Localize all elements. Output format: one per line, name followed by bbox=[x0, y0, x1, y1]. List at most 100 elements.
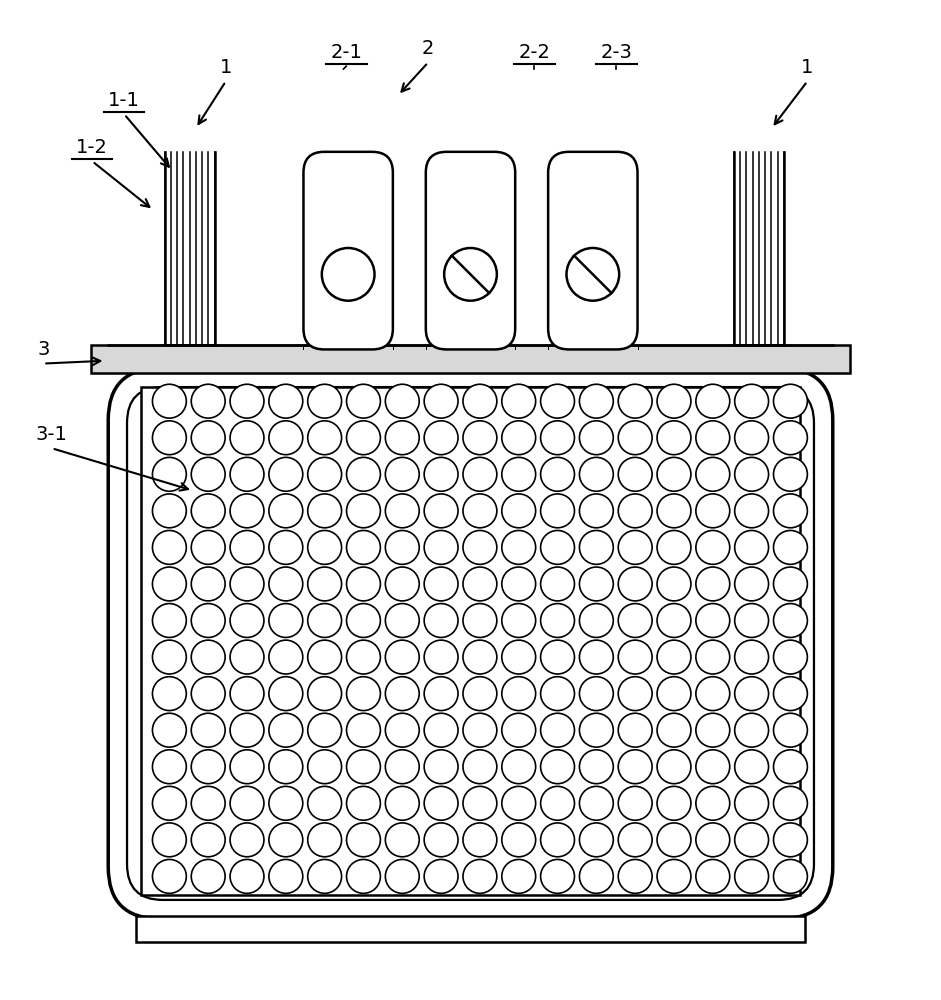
Circle shape bbox=[735, 640, 769, 674]
Circle shape bbox=[657, 604, 691, 637]
Text: 2-3: 2-3 bbox=[600, 43, 632, 62]
Circle shape bbox=[695, 713, 729, 747]
Circle shape bbox=[540, 677, 574, 711]
Circle shape bbox=[424, 604, 458, 637]
Circle shape bbox=[657, 786, 691, 820]
Circle shape bbox=[657, 530, 691, 564]
Circle shape bbox=[152, 859, 186, 893]
Circle shape bbox=[695, 823, 729, 857]
Circle shape bbox=[502, 567, 535, 601]
Circle shape bbox=[580, 640, 614, 674]
Circle shape bbox=[502, 713, 535, 747]
Circle shape bbox=[463, 750, 497, 784]
Circle shape bbox=[191, 457, 225, 491]
Circle shape bbox=[386, 713, 419, 747]
Circle shape bbox=[657, 750, 691, 784]
Circle shape bbox=[540, 421, 574, 455]
Text: 2: 2 bbox=[422, 39, 435, 58]
Circle shape bbox=[308, 713, 342, 747]
Circle shape bbox=[230, 384, 263, 418]
Circle shape bbox=[695, 384, 729, 418]
Circle shape bbox=[502, 786, 535, 820]
Circle shape bbox=[618, 494, 652, 528]
Circle shape bbox=[152, 494, 186, 528]
Circle shape bbox=[774, 713, 807, 747]
FancyBboxPatch shape bbox=[425, 152, 516, 349]
Circle shape bbox=[322, 248, 375, 301]
Circle shape bbox=[540, 384, 574, 418]
Circle shape bbox=[540, 494, 574, 528]
Text: 1: 1 bbox=[801, 58, 814, 77]
FancyBboxPatch shape bbox=[108, 368, 833, 919]
Circle shape bbox=[152, 384, 186, 418]
Circle shape bbox=[191, 530, 225, 564]
Circle shape bbox=[463, 677, 497, 711]
Circle shape bbox=[463, 384, 497, 418]
Circle shape bbox=[735, 567, 769, 601]
Circle shape bbox=[618, 677, 652, 711]
Circle shape bbox=[580, 457, 614, 491]
Circle shape bbox=[346, 567, 380, 601]
Circle shape bbox=[540, 457, 574, 491]
Circle shape bbox=[346, 457, 380, 491]
Circle shape bbox=[657, 421, 691, 455]
Circle shape bbox=[346, 750, 380, 784]
Text: 3: 3 bbox=[37, 340, 50, 359]
Circle shape bbox=[463, 859, 497, 893]
Circle shape bbox=[735, 494, 769, 528]
Circle shape bbox=[502, 604, 535, 637]
Circle shape bbox=[346, 786, 380, 820]
Circle shape bbox=[308, 457, 342, 491]
Circle shape bbox=[735, 786, 769, 820]
Circle shape bbox=[230, 786, 263, 820]
Circle shape bbox=[774, 421, 807, 455]
Circle shape bbox=[695, 859, 729, 893]
Circle shape bbox=[657, 457, 691, 491]
Circle shape bbox=[346, 604, 380, 637]
Circle shape bbox=[386, 384, 419, 418]
Circle shape bbox=[540, 530, 574, 564]
Circle shape bbox=[191, 494, 225, 528]
Circle shape bbox=[191, 421, 225, 455]
Circle shape bbox=[502, 640, 535, 674]
Circle shape bbox=[308, 640, 342, 674]
Circle shape bbox=[152, 713, 186, 747]
Circle shape bbox=[580, 713, 614, 747]
Circle shape bbox=[657, 567, 691, 601]
Circle shape bbox=[269, 713, 303, 747]
Circle shape bbox=[580, 859, 614, 893]
Circle shape bbox=[463, 421, 497, 455]
Circle shape bbox=[735, 421, 769, 455]
Text: 1: 1 bbox=[219, 58, 232, 77]
Circle shape bbox=[774, 530, 807, 564]
Text: 3-1: 3-1 bbox=[36, 425, 68, 444]
Circle shape bbox=[618, 530, 652, 564]
Circle shape bbox=[269, 604, 303, 637]
Circle shape bbox=[386, 457, 419, 491]
Circle shape bbox=[735, 677, 769, 711]
Circle shape bbox=[618, 457, 652, 491]
Circle shape bbox=[386, 750, 419, 784]
Circle shape bbox=[346, 713, 380, 747]
Circle shape bbox=[695, 567, 729, 601]
Circle shape bbox=[152, 786, 186, 820]
Circle shape bbox=[191, 604, 225, 637]
Circle shape bbox=[386, 859, 419, 893]
FancyBboxPatch shape bbox=[127, 387, 814, 900]
Circle shape bbox=[230, 421, 263, 455]
Circle shape bbox=[386, 604, 419, 637]
FancyBboxPatch shape bbox=[548, 152, 638, 349]
Circle shape bbox=[308, 384, 342, 418]
Circle shape bbox=[269, 640, 303, 674]
Circle shape bbox=[230, 567, 263, 601]
Circle shape bbox=[424, 786, 458, 820]
Circle shape bbox=[580, 677, 614, 711]
Circle shape bbox=[774, 750, 807, 784]
Circle shape bbox=[774, 823, 807, 857]
Circle shape bbox=[386, 567, 419, 601]
Circle shape bbox=[695, 494, 729, 528]
Circle shape bbox=[580, 530, 614, 564]
Circle shape bbox=[230, 494, 263, 528]
Circle shape bbox=[230, 859, 263, 893]
Circle shape bbox=[269, 421, 303, 455]
